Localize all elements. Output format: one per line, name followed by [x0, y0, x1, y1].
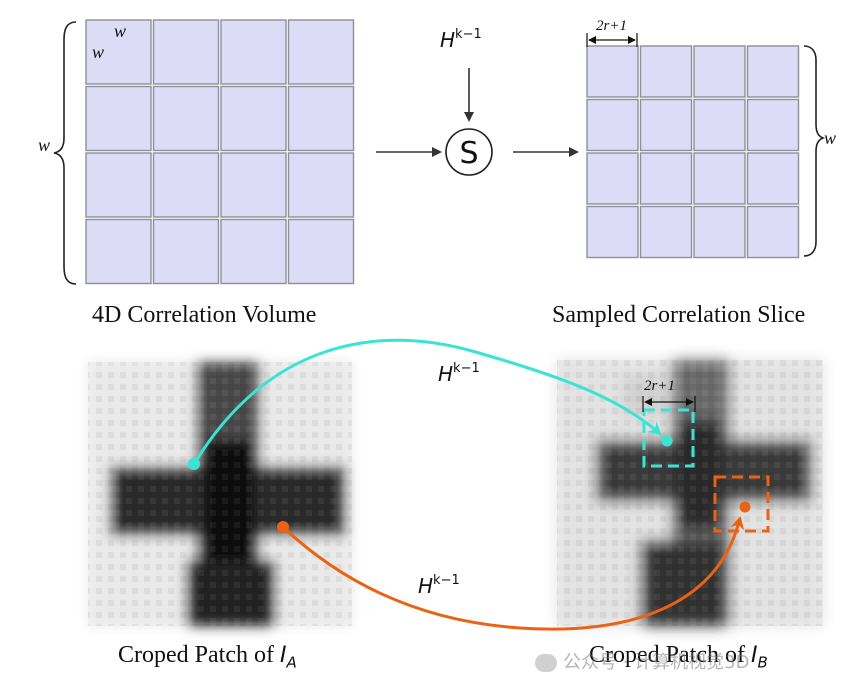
watermark-text: 公众号 · 计算机视觉3D: [563, 652, 750, 673]
slice-cell-r4-c3: [693, 205, 746, 259]
slice-cell-r2-c1: [586, 98, 639, 152]
patch-a-symbol: IA: [279, 643, 297, 672]
patch-b-image: [557, 360, 823, 626]
orange-search-window: [713, 475, 770, 533]
orange-source-point: [277, 521, 289, 533]
slice-cell-r1-c1: [586, 45, 639, 98]
correlation-slice-grid: [586, 45, 800, 259]
patch-a-caption-text: Croped Patch of: [118, 642, 274, 668]
orange-mapping-curve: [281, 516, 745, 631]
slice-cell-r2-c2: [639, 98, 693, 152]
patch-b-caption: Croped Patch of IB: [589, 642, 768, 671]
window-size-label-top: 2r+1: [596, 18, 627, 34]
cyan-search-window: [642, 408, 695, 468]
slice-cell-r1-c4: [746, 45, 800, 98]
slice-cell-r4-c1: [586, 205, 639, 259]
volume-height-brace: [53, 21, 77, 285]
volume-cell-r2-c3: [220, 85, 287, 152]
patch-a-image: [88, 362, 352, 626]
cell-w-label-top: w: [114, 21, 126, 41]
patch-b-caption-text: Croped Patch of: [589, 642, 745, 668]
volume-cell-r3-c2: [152, 152, 220, 218]
slice-caption: Sampled Correlation Slice: [552, 302, 806, 328]
slice-cell-r1-c2: [639, 45, 693, 98]
volume-cell-r2-c4: [287, 85, 355, 152]
window-size-label-patch: 2r+1: [644, 378, 675, 394]
slice-cell-r3-c1: [586, 152, 639, 205]
slice-cell-r3-c4: [746, 152, 800, 205]
slice-w-label: w: [824, 128, 836, 148]
slice-cell-r3-c2: [639, 152, 693, 205]
volume-cell-r4-c4: [287, 218, 355, 285]
volume-cell-r3-c4: [287, 152, 355, 218]
volume-cell-r2-c1: [85, 85, 152, 152]
wechat-icon: [535, 654, 557, 672]
volume-caption: 4D Correlation Volume: [92, 302, 317, 328]
volume-cell-r4-c2: [152, 218, 220, 285]
cyan-source-point: [188, 458, 200, 470]
orange-target-point: [739, 501, 751, 513]
volume-w-label: w: [38, 135, 50, 155]
sampler-node: [445, 128, 493, 176]
volume-cell-r1-c4: [287, 19, 355, 85]
sampler-label: S: [459, 136, 478, 171]
cyan-mapping-curve: [192, 338, 662, 465]
volume-cell-r3-c1: [85, 152, 152, 218]
volume-cell-r4-c3: [220, 218, 287, 285]
volume-cell-r1-c2: [152, 19, 220, 85]
cyan-target-point: [661, 435, 673, 447]
homography-label-top: Hk−1: [440, 27, 482, 52]
volume-cell-r4-c1: [85, 218, 152, 285]
slice-cell-r3-c3: [693, 152, 746, 205]
patch-a-caption: Croped Patch of IA: [118, 642, 297, 671]
watermark: 公众号 · 计算机视觉3D: [535, 648, 749, 674]
slice-cell-r2-c3: [693, 98, 746, 152]
volume-cell-r1-c3: [220, 19, 287, 85]
cell-w-label-left: w: [92, 42, 104, 62]
correlation-volume-grid: [85, 19, 355, 285]
slice-cell-r4-c2: [639, 205, 693, 259]
homography-label-cyan: Hk−1: [438, 361, 480, 386]
volume-cell-r1-c1: [85, 19, 152, 85]
homography-label-orange: Hk−1: [418, 573, 460, 598]
slice-cell-r1-c3: [693, 45, 746, 98]
volume-cell-r3-c3: [220, 152, 287, 218]
slice-cell-r4-c4: [746, 205, 800, 259]
volume-cell-r2-c2: [152, 85, 220, 152]
patch-b-symbol: IB: [750, 643, 768, 672]
slice-height-brace: [803, 45, 826, 257]
slice-cell-r2-c4: [746, 98, 800, 152]
